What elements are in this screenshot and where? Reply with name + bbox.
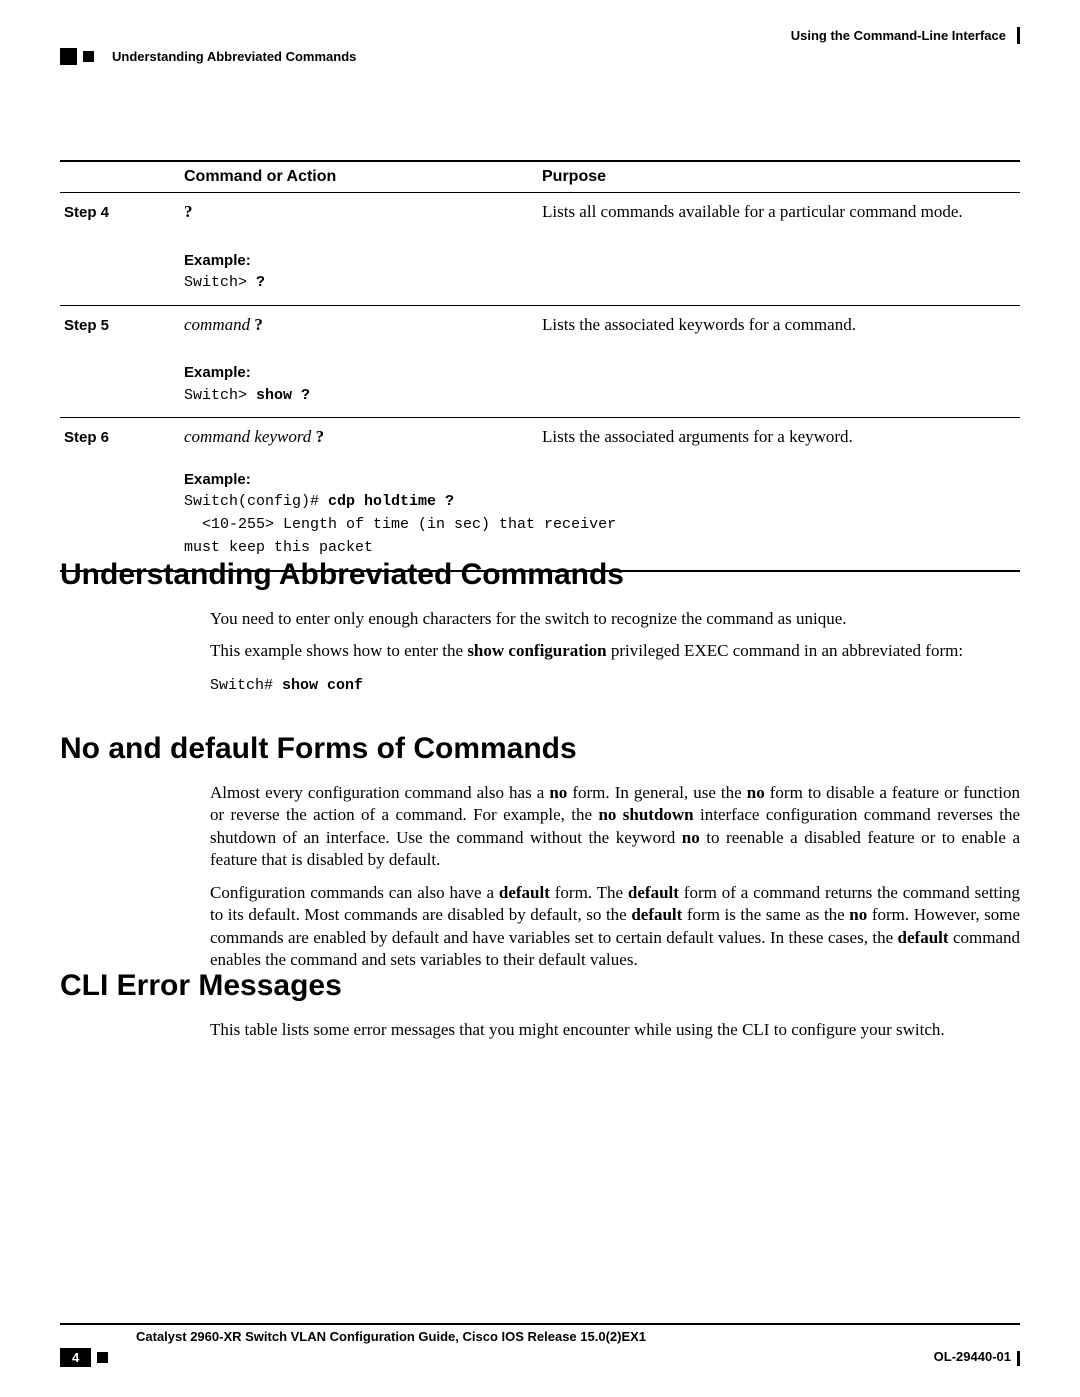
command-text: ? — [250, 315, 263, 334]
table-row: Step 6 command keyword ? Example: Switch… — [60, 418, 1020, 571]
purpose-text: Lists all commands available for a parti… — [538, 193, 1020, 306]
header-rule-icon — [1017, 27, 1020, 44]
table-header-row: Command or Action Purpose — [60, 161, 1020, 193]
page-footer: Catalyst 2960-XR Switch VLAN Configurati… — [60, 1323, 1020, 1367]
chapter-title: Using the Command-Line Interface — [791, 28, 1006, 43]
purpose-text: Lists the associated arguments for a key… — [538, 418, 1020, 571]
section-no-default: No and default Forms of Commands Almost … — [60, 732, 1020, 982]
step-label: Step 5 — [64, 317, 109, 334]
paragraph: You need to enter only enough characters… — [210, 608, 1020, 630]
heading: CLI Error Messages — [60, 969, 1020, 1003]
page-number: 4 — [60, 1348, 91, 1367]
section-abbrev: Understanding Abbreviated Commands You n… — [60, 558, 1020, 694]
footer-rule — [60, 1323, 1020, 1325]
step-label: Step 6 — [64, 429, 109, 446]
square-icon — [83, 51, 94, 62]
paragraph: Almost every configuration command also … — [210, 782, 1020, 872]
table-row: Step 4 ? Example: Switch> ? Lists all co… — [60, 193, 1020, 306]
section-crumb: Understanding Abbreviated Commands — [60, 48, 1020, 66]
square-icon — [60, 48, 77, 65]
square-icon — [97, 1352, 108, 1363]
example-label: Example: — [184, 251, 534, 270]
col-command: Command or Action — [180, 161, 538, 193]
section-cli-errors: CLI Error Messages This table lists some… — [60, 969, 1020, 1051]
command-text: ? — [311, 427, 324, 446]
paragraph: Configuration commands can also have a d… — [210, 882, 1020, 972]
example-label: Example: — [184, 363, 534, 382]
col-step — [60, 161, 180, 193]
heading: No and default Forms of Commands — [60, 732, 1020, 766]
guide-title: Catalyst 2960-XR Switch VLAN Configurati… — [136, 1329, 1020, 1344]
step-label: Step 4 — [64, 204, 109, 221]
example-label: Example: — [184, 470, 534, 489]
command-italic: command — [184, 315, 250, 334]
example-code: Switch> show ? — [184, 387, 310, 404]
footer-rule-icon — [1017, 1351, 1020, 1366]
paragraph: This table lists some error messages tha… — [210, 1019, 1020, 1041]
purpose-text: Lists the associated keywords for a comm… — [538, 305, 1020, 418]
paragraph: This example shows how to enter the show… — [210, 640, 1020, 662]
col-purpose: Purpose — [538, 161, 1020, 193]
heading: Understanding Abbreviated Commands — [60, 558, 1020, 592]
command-italic: command keyword — [184, 427, 311, 446]
code-block: Switch# show conf — [210, 677, 1020, 694]
command-table: Command or Action Purpose Step 4 ? Examp… — [60, 160, 1020, 572]
example-code: Switch> ? — [184, 274, 265, 291]
command-text: ? — [184, 202, 193, 221]
page-header: Using the Command-Line Interface Underst… — [60, 28, 1020, 56]
table-row: Step 5 command ? Example: Switch> show ?… — [60, 305, 1020, 418]
doc-id: OL-29440-01 — [934, 1349, 1020, 1365]
section-title: Understanding Abbreviated Commands — [112, 49, 356, 64]
